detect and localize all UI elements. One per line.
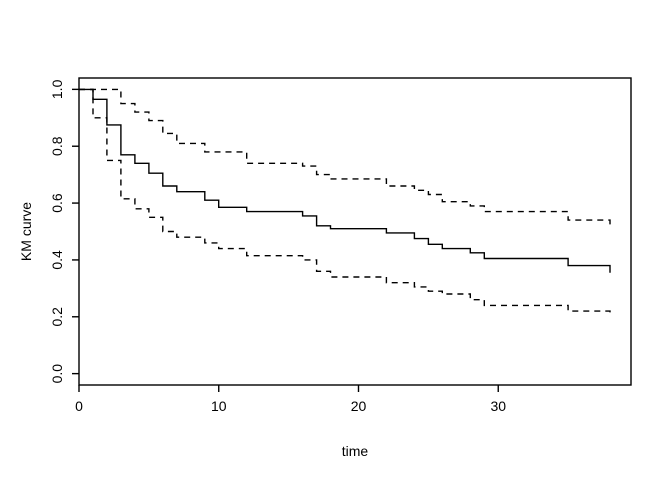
upper-confidence-line: [79, 88, 611, 226]
x-axis-tick-label: 30: [490, 398, 506, 414]
y-axis-tick-label: 0.2: [49, 307, 65, 327]
y-axis-tick-label: 0.8: [49, 136, 65, 156]
x-axis-tick-label: 10: [211, 398, 227, 414]
chart-layer: 0 10 20 30 0.0 0.2 0.4 0.6 0.8 1.0: [49, 77, 632, 414]
x-axis-tick-label: 20: [351, 398, 367, 414]
x-axis-title: time: [342, 443, 369, 459]
y-axis-tick-label: 0.0: [49, 364, 65, 384]
y-axis-tick-label: 0.6: [49, 193, 65, 213]
lower-confidence-line: [79, 88, 611, 317]
plot-box: [78, 77, 632, 386]
km-curve-line: [79, 88, 611, 273]
y-axis-tick-label: 0.4: [49, 250, 65, 270]
y-axis-tick-label: 1.0: [49, 79, 65, 99]
y-axis-title: KM curve: [18, 202, 34, 261]
x-axis-tick-label: 0: [75, 398, 83, 414]
